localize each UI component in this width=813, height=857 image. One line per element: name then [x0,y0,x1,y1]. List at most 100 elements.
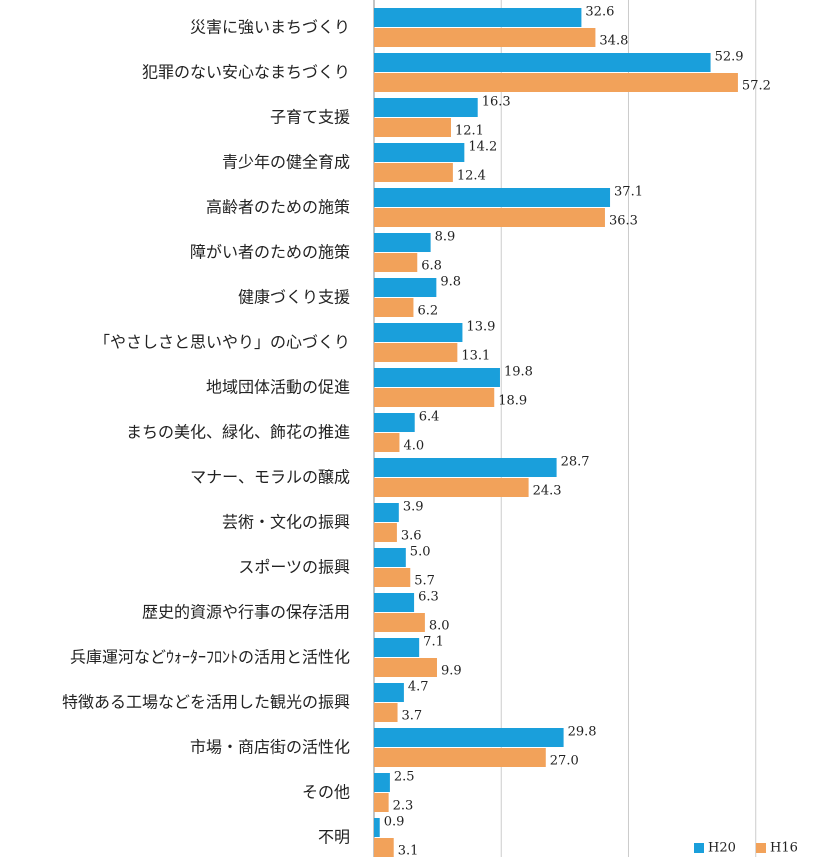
value-label: 24.3 [533,484,562,499]
value-label: 12.4 [457,169,486,184]
value-label: 3.9 [403,500,424,515]
bar [374,638,419,657]
value-label: 2.5 [394,770,415,785]
category-label: マナー、モラルの醸成 [190,468,350,487]
value-label: 6.4 [419,410,440,425]
value-label: 57.2 [742,79,771,94]
bar [374,343,457,362]
bar [374,548,406,567]
bar [374,568,410,587]
bar [374,278,436,297]
category-label: まちの美化、緑化、飾花の推進 [126,423,350,442]
value-label: 6.8 [421,259,442,274]
value-label: 27.0 [550,754,579,769]
category-label: 市場・商店街の活性化 [190,738,350,757]
category-label: 犯罪のない安心なまちづくり [142,63,350,82]
bar [374,323,462,342]
bar [374,143,464,162]
category-label: その他 [302,783,350,802]
category-label: スポーツの振興 [238,558,350,577]
bar [374,73,738,92]
bar [374,703,398,722]
category-label: 子育て支援 [270,108,350,127]
category-label: 青少年の健全育成 [222,153,350,172]
legend-swatch [694,843,704,853]
bar [374,233,431,252]
category-label: 高齢者のための施策 [206,198,350,217]
value-label: 19.8 [504,365,533,380]
bar [374,368,500,387]
value-label: 28.7 [561,455,590,470]
bar [374,458,557,477]
category-label: 兵庫運河などｳｫｰﾀｰﾌﾛﾝﾄの活用と活性化 [70,648,350,667]
bar [374,773,390,792]
bar [374,613,425,632]
value-label: 4.0 [403,439,424,454]
bar [374,748,546,767]
value-label: 6.2 [417,304,438,319]
value-label: 37.1 [614,185,643,200]
bar [374,478,529,497]
value-label: 3.7 [402,709,423,724]
bar [374,503,399,522]
chart: 災害に強いまちづくり 32.6 34.8 犯罪のない安心なまちづくり 52.9 57.2 子… [0,0,813,857]
bar [374,413,415,432]
legend-swatch [756,843,766,853]
category-label: 特徴ある工場などを活用した観光の振興 [62,693,350,712]
legend-label: H16 [770,841,798,856]
bar [374,8,581,27]
bar [374,838,394,857]
category-label: 歴史的資源や行事の保存活用 [142,603,350,622]
value-label: 3.6 [401,529,422,544]
value-label: 4.7 [408,680,429,695]
value-label: 12.1 [455,124,484,139]
category-label: 芸術・文化の振興 [222,513,350,532]
value-label: 8.9 [435,230,456,245]
value-label: 6.3 [418,590,439,605]
value-label: 34.8 [599,34,628,49]
value-label: 13.9 [466,320,495,335]
value-label: 36.3 [609,214,638,229]
value-label: 32.6 [585,5,614,20]
category-label: 不明 [318,828,350,847]
value-label: 16.3 [482,95,511,110]
bar [374,28,595,47]
value-label: 29.8 [568,725,597,740]
bar [374,433,399,452]
bar [374,658,437,677]
bar [374,208,605,227]
value-label: 5.7 [414,574,435,589]
bar [374,593,414,612]
bar [374,728,564,747]
bar [374,53,711,72]
bar [374,298,413,317]
bar [374,188,610,207]
legend-label: H20 [708,841,736,856]
bar [374,388,494,407]
value-label: 13.1 [461,349,490,364]
value-label: 18.9 [498,394,527,409]
category-label: 健康づくり支援 [238,288,350,307]
category-label: 災害に強いまちづくり [190,18,350,37]
value-label: 3.1 [398,844,419,857]
bar [374,98,478,117]
bar [374,163,453,182]
value-label: 5.0 [410,545,431,560]
bar [374,118,451,137]
bar [374,793,389,812]
value-label: 52.9 [715,50,744,65]
value-label: 9.8 [440,275,461,290]
value-label: 7.1 [423,635,444,650]
value-label: 2.3 [393,799,414,814]
category-label: 地域団体活動の促進 [206,378,350,397]
value-label: 14.2 [468,140,497,155]
category-label: 障がい者のための施策 [190,243,350,262]
bar [374,683,404,702]
bar [374,523,397,542]
value-label: 0.9 [384,815,405,830]
bar [374,818,380,837]
category-label: 「やさしさと思いやり」の心づくり [94,333,350,352]
value-label: 9.9 [441,664,462,679]
value-label: 8.0 [429,619,450,634]
bar [374,253,417,272]
